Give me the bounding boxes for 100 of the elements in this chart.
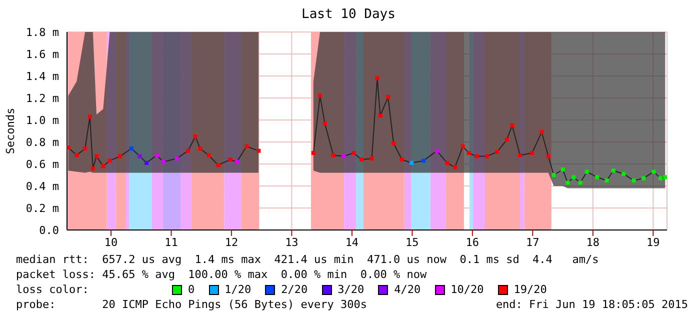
y-tick-label: 0.0 <box>39 224 59 237</box>
point <box>518 153 522 158</box>
point <box>378 114 382 118</box>
x-tick-label: 19 <box>646 236 660 249</box>
x-tick-label: 16 <box>466 236 480 249</box>
point <box>572 175 576 180</box>
y-tick-label: 0.2 m <box>26 202 60 215</box>
point <box>318 94 322 98</box>
point <box>375 76 380 80</box>
point <box>484 154 489 158</box>
point <box>342 154 346 158</box>
point <box>658 176 662 180</box>
y-tick-label: 1.6 m <box>26 48 60 61</box>
point <box>400 158 404 162</box>
legend-label: 2/20 <box>280 282 308 297</box>
text: end: Fri Jun 19 18:05:05 2015 <box>496 297 688 312</box>
point <box>622 172 626 176</box>
point <box>445 160 450 165</box>
chart-title: Last 10 Days <box>300 7 396 22</box>
y-tick-label: 0.8 m <box>26 136 60 149</box>
point <box>138 154 142 158</box>
point <box>67 146 70 150</box>
point <box>392 141 396 146</box>
legend-label: 19/20 <box>512 282 547 297</box>
point <box>566 180 570 185</box>
point <box>352 151 356 155</box>
point <box>186 148 190 153</box>
point <box>193 134 198 138</box>
point <box>101 164 106 168</box>
point <box>460 144 465 148</box>
point <box>198 146 202 151</box>
y-tick-label: 1.0 m <box>26 114 60 127</box>
point <box>422 158 426 163</box>
point <box>504 138 509 142</box>
point <box>552 173 556 177</box>
y-tick-label: 0.4 m <box>26 180 60 193</box>
point <box>560 168 565 172</box>
point <box>530 151 534 155</box>
point <box>311 151 316 155</box>
point <box>108 158 112 163</box>
x-tick-label: 10 <box>104 236 118 249</box>
point <box>83 146 88 151</box>
point <box>595 175 600 180</box>
x-tick-label: 15 <box>406 236 419 249</box>
point <box>540 130 544 134</box>
legend-title: loss color: <box>16 282 90 297</box>
x-tick-label: 12 <box>224 236 238 249</box>
point <box>90 166 95 170</box>
point <box>632 178 636 182</box>
x-tick-label: 17 <box>526 236 540 249</box>
point <box>244 144 249 148</box>
point <box>234 160 239 164</box>
point <box>642 176 646 180</box>
y-tick-label: 1.2 m <box>26 92 60 105</box>
y-tick-label: 1.8 m <box>26 26 60 39</box>
point <box>578 180 582 185</box>
x-tick-label: 13 <box>285 236 298 249</box>
x-tick-label: 18 <box>586 236 600 249</box>
text: median rtt: 657.2 us avg 1.4 ms max 421.4 us min 471.0 us now 0.1 ms sd 4.4 am/s <box>16 252 600 267</box>
point <box>546 154 550 158</box>
point <box>256 148 261 153</box>
point <box>663 175 667 180</box>
y-axis-title: Seconds <box>4 108 17 154</box>
point <box>174 156 179 160</box>
text: probe: 20 ICMP Echo Pings (56 Bytes) every 300s <box>16 297 367 312</box>
point <box>584 170 589 174</box>
point <box>386 94 390 99</box>
point <box>466 151 471 155</box>
point <box>434 148 439 153</box>
point <box>322 121 327 126</box>
legend-label: 0 <box>187 282 195 297</box>
legend-label: 10/20 <box>450 282 484 297</box>
point <box>495 150 500 154</box>
point <box>452 165 457 170</box>
point <box>370 156 374 160</box>
y-tick-label: 0.6 m <box>26 158 60 171</box>
x-tick-label: 14 <box>345 236 359 249</box>
point <box>206 153 211 158</box>
point <box>360 158 364 162</box>
point <box>611 168 616 173</box>
x-tick-label: 11 <box>164 236 178 249</box>
legend-label: 4/20 <box>393 282 421 297</box>
y-tick-label: 1.4 m <box>26 70 60 83</box>
legend-label: 3/20 <box>336 282 364 297</box>
text: packet loss: 45.65 % avg 100.00 % max 0.00 % min 0.00 % now <box>16 267 428 282</box>
point <box>510 124 514 128</box>
point <box>94 154 99 158</box>
point <box>228 158 232 162</box>
point <box>216 163 220 168</box>
point <box>118 154 122 158</box>
point <box>88 114 92 119</box>
point <box>474 154 479 158</box>
point <box>604 178 609 182</box>
point <box>161 160 166 164</box>
point <box>410 160 414 165</box>
point <box>144 160 149 165</box>
point <box>129 146 134 151</box>
point <box>74 153 79 158</box>
legend-label: 1/20 <box>224 282 252 297</box>
point <box>652 170 656 174</box>
